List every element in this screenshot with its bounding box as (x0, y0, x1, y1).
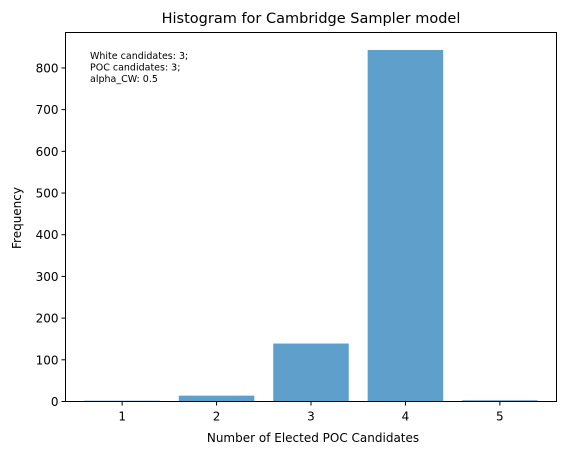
x-axis-label: Number of Elected POC Candidates (207, 431, 419, 445)
y-tick-label: 500 (36, 187, 59, 201)
bars-group (84, 50, 538, 402)
y-tick-label: 200 (36, 312, 59, 326)
y-tick-label: 100 (36, 353, 59, 367)
x-tick-label: 5 (496, 410, 504, 424)
y-tick-label: 0 (51, 395, 59, 409)
y-tick-label: 800 (36, 61, 59, 75)
x-tick-label: 2 (213, 410, 221, 424)
y-tick-label: 600 (36, 145, 59, 159)
annotation-line: alpha_CW: 0.5 (90, 74, 158, 85)
y-tick-label: 400 (36, 228, 59, 242)
bar-3 (273, 343, 349, 402)
y-tick-label: 700 (36, 103, 59, 117)
y-axis-label: Frequency (10, 187, 24, 249)
y-tick-label: 300 (36, 270, 59, 284)
x-axis: 1 2 3 4 5 (118, 401, 504, 424)
x-tick-label: 3 (307, 410, 315, 424)
annotation-box: White candidates: 3;POC candidates: 3;al… (90, 51, 188, 85)
bar-5 (462, 400, 538, 402)
x-tick-label: 1 (118, 410, 126, 424)
y-axis: 0 100 200 300 400 500 600 700 800 (36, 61, 66, 409)
annotation-line: POC candidates: 3; (90, 63, 180, 74)
x-tick-label: 4 (402, 410, 410, 424)
bar-4 (367, 50, 444, 402)
bar-2 (178, 395, 255, 402)
chart-title: Histogram for Cambridge Sampler model (162, 11, 461, 27)
annotation-line: White candidates: 3; (90, 51, 188, 62)
